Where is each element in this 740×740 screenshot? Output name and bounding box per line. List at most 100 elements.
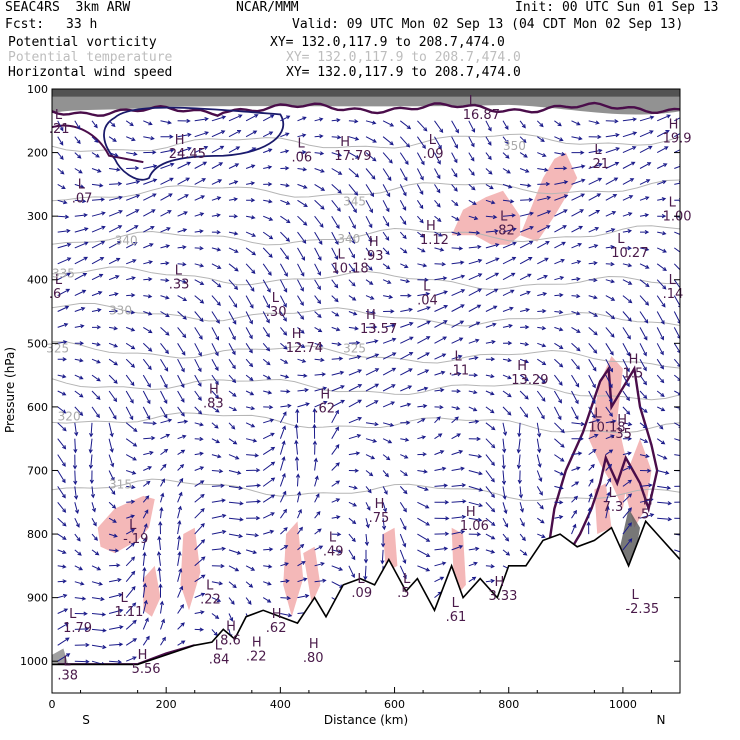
wind-vector [331, 231, 339, 246]
wind-vector [605, 374, 613, 389]
wind-vector [639, 162, 652, 169]
wind-vector [416, 184, 424, 196]
extremum-type: H [309, 637, 319, 652]
wind-vector [108, 486, 116, 496]
wind-vector [246, 468, 261, 473]
wind-vector [485, 340, 496, 345]
y-tick-label: 500 [27, 337, 48, 350]
wind-vector [399, 565, 407, 580]
wind-vector [605, 434, 615, 440]
wind-vector [434, 336, 448, 344]
extremum-type: H [252, 635, 262, 650]
wind-vector [640, 229, 650, 235]
extremum-type: L [403, 572, 411, 587]
wind-vector [673, 311, 680, 324]
wind-vector [639, 130, 654, 138]
wind-vector [451, 304, 465, 312]
wind-vector [588, 433, 599, 440]
wind-vector [57, 120, 64, 132]
wind-vector [160, 311, 170, 318]
wind-vector [571, 225, 584, 233]
extremum-value: 17.79 [334, 149, 371, 164]
wind-vector [348, 340, 361, 346]
wind-vector [245, 114, 259, 122]
wind-vector [571, 293, 581, 299]
wind-vector [280, 199, 291, 205]
extremum-type: L [78, 178, 86, 193]
wind-vector [331, 444, 340, 455]
wind-vector [605, 311, 616, 320]
wind-vector [399, 120, 412, 130]
wind-vector [520, 342, 530, 347]
wind-vector [126, 499, 136, 504]
wind-vector [331, 409, 339, 424]
wind-vector [400, 279, 411, 284]
wind-vector [314, 151, 325, 156]
wind-vector [331, 184, 342, 194]
wind-vector [434, 215, 442, 222]
wind-vector [554, 194, 569, 201]
wind-vector [109, 642, 124, 647]
extremum-value: .83 [203, 396, 224, 411]
wind-vector [142, 358, 152, 371]
wind-vector [571, 243, 583, 249]
extremum-type: L [357, 572, 365, 587]
wind-vector [588, 463, 595, 471]
wind-vector [177, 477, 184, 487]
wind-vector [125, 454, 137, 461]
wind-vector [571, 326, 581, 333]
wind-vector [468, 485, 484, 492]
wind-vector [554, 454, 565, 462]
wind-vector [588, 295, 598, 300]
wind-vector [109, 167, 121, 172]
wind-vector [451, 120, 459, 134]
wind-vector [571, 421, 586, 427]
wind-vector [279, 295, 287, 308]
wind-vector [622, 161, 636, 169]
wind-vector [211, 374, 219, 386]
wind-vector [502, 358, 512, 363]
wind-vector [280, 132, 290, 138]
wind-vector [211, 295, 221, 306]
wind-vector [348, 533, 356, 543]
wind-vector [519, 549, 528, 556]
wind-vector [262, 247, 273, 258]
wind-vector [262, 114, 275, 122]
wind-vector [674, 501, 680, 503]
wind-vector [245, 406, 256, 411]
wind-vector [348, 369, 363, 376]
wind-vector [434, 576, 445, 583]
wind-vector [536, 438, 542, 454]
theta-contour [52, 378, 680, 401]
wind-vector [245, 130, 258, 138]
wind-speed-shading [594, 483, 612, 535]
wind-vector [451, 529, 466, 535]
wind-vector [365, 215, 373, 229]
wind-vector [468, 454, 483, 459]
wind-vector [108, 292, 119, 297]
wind-vector [331, 247, 339, 261]
wind-vector [537, 210, 552, 217]
wind-vector [536, 501, 544, 510]
wind-vector [485, 243, 500, 249]
wind-vector [125, 209, 140, 217]
wind-vector [502, 517, 509, 528]
wind-vector [245, 327, 253, 340]
wind-vector [537, 326, 547, 331]
extremum-value: 1.5 [623, 367, 644, 382]
extremum-type: L [609, 486, 617, 501]
wind-vector [622, 311, 632, 322]
wind-vector [588, 134, 602, 140]
wind-vector [451, 483, 467, 488]
wind-vector [91, 596, 105, 602]
wind-vector [143, 164, 158, 169]
wind-vector [126, 179, 141, 185]
wind-vector [263, 199, 273, 204]
wind-vector [280, 327, 288, 336]
wind-vector [211, 130, 226, 138]
wind-vector [519, 390, 529, 400]
wind-vector [519, 358, 530, 364]
wind-vector [211, 454, 222, 459]
wind-vector [537, 136, 545, 142]
wind-vector [468, 184, 476, 191]
